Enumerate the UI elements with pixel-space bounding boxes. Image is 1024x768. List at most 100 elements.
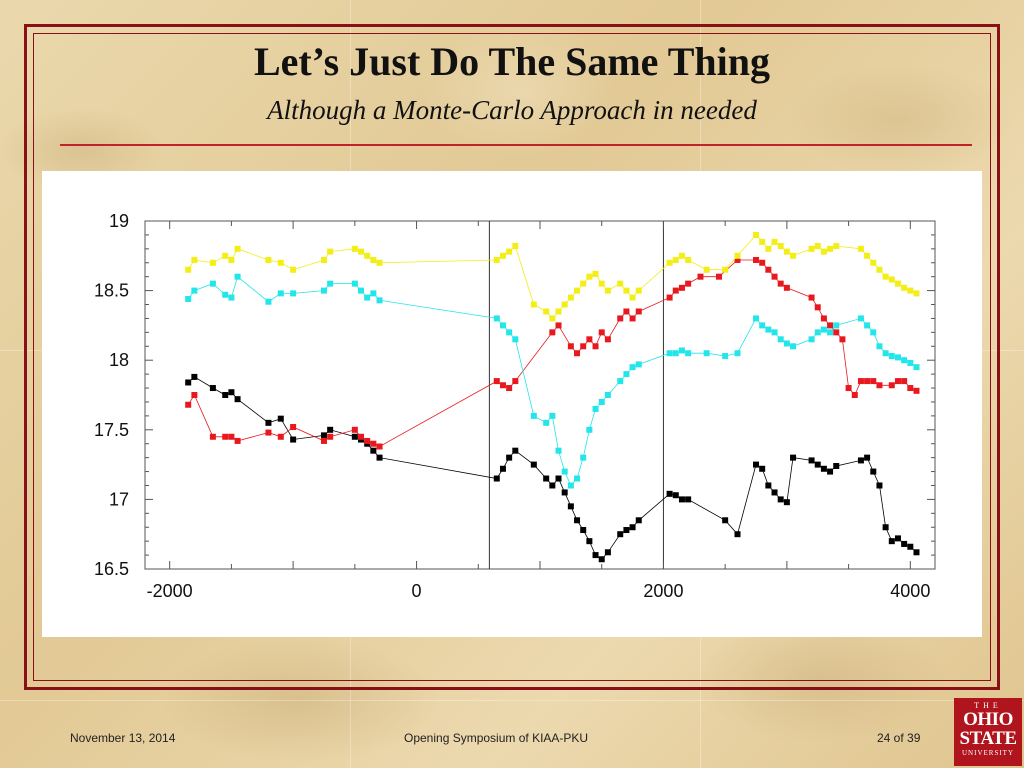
data-point [666, 350, 673, 357]
data-point [209, 385, 216, 392]
data-point [697, 273, 704, 280]
title-divider [60, 144, 972, 146]
data-point [290, 266, 297, 273]
data-point [512, 447, 519, 454]
light-curve-chart: -2000 0 2000 4000 16.5 17 17.5 18 18.5 19 [94, 211, 936, 601]
data-point [901, 284, 908, 291]
data-point [864, 454, 871, 461]
data-point [185, 401, 192, 408]
data-point [857, 245, 864, 252]
data-point [771, 273, 778, 280]
data-point [234, 396, 241, 403]
data-point [185, 295, 192, 302]
data-point [320, 256, 327, 263]
data-point [734, 256, 741, 263]
data-point [814, 304, 821, 311]
slide-subtitle: Although a Monte-Carlo Approach in neede… [267, 95, 757, 125]
data-point [888, 276, 895, 283]
data-point [783, 284, 790, 291]
data-point [604, 549, 611, 556]
data-point [506, 385, 513, 392]
data-point [759, 259, 766, 266]
data-point [499, 322, 506, 329]
data-point [617, 280, 624, 287]
data-point [574, 350, 581, 357]
data-point [765, 266, 772, 273]
y-tick-label: 17.5 [94, 420, 129, 440]
data-point [876, 382, 883, 389]
y-tick-label: 18 [109, 350, 129, 370]
data-point [586, 538, 593, 545]
data-point [635, 308, 642, 315]
data-point [759, 238, 766, 245]
logo-the: THE [974, 701, 1002, 710]
data-point [876, 266, 883, 273]
data-point [833, 462, 840, 469]
data-point [222, 291, 229, 298]
data-point [549, 412, 556, 419]
data-point [567, 482, 574, 489]
data-point [277, 259, 284, 266]
data-point [592, 405, 599, 412]
footer-date: November 13, 2014 [70, 731, 176, 745]
data-point [833, 243, 840, 250]
data-point [734, 252, 741, 259]
data-point [209, 259, 216, 266]
data-point [678, 252, 685, 259]
data-point [265, 419, 272, 426]
data-point [753, 461, 760, 468]
data-point [543, 419, 550, 426]
data-point [364, 437, 371, 444]
data-point [364, 294, 371, 301]
data-point [907, 359, 914, 366]
data-point [598, 556, 605, 563]
y-tick-label: 17 [109, 489, 129, 509]
data-point [870, 329, 877, 336]
data-point [586, 426, 593, 433]
data-point [888, 538, 895, 545]
data-point [351, 280, 358, 287]
data-point [228, 294, 235, 301]
x-tick-label: 4000 [890, 581, 930, 601]
footer-event: Opening Symposium of KIAA-PKU [404, 731, 589, 745]
data-point [876, 343, 883, 350]
data-point [222, 252, 229, 259]
background-tile-seam [0, 700, 1024, 701]
data-point [598, 398, 605, 405]
data-point [907, 287, 914, 294]
data-point [827, 468, 834, 475]
data-point [574, 517, 581, 524]
data-point [913, 290, 920, 297]
data-point [820, 465, 827, 472]
data-point [777, 280, 784, 287]
data-point [549, 482, 556, 489]
data-point [722, 266, 729, 273]
data-point [672, 287, 679, 294]
data-point [672, 350, 679, 357]
data-point [327, 248, 334, 255]
data-point [771, 238, 778, 245]
data-point [320, 432, 327, 439]
data-point [191, 256, 198, 263]
x-tick-label: 2000 [643, 581, 683, 601]
data-point [833, 329, 840, 336]
data-point [820, 248, 827, 255]
data-point [833, 322, 840, 329]
data-point [808, 294, 815, 301]
data-point [623, 527, 630, 534]
data-point [765, 245, 772, 252]
series-line-2 [187, 276, 917, 487]
data-point [894, 354, 901, 361]
chart-panel: -2000 0 2000 4000 16.5 17 17.5 18 18.5 19 [42, 171, 982, 637]
data-point [913, 364, 920, 371]
data-point [629, 524, 636, 531]
data-point [228, 256, 235, 263]
series-line-0 [187, 376, 917, 560]
data-point [506, 329, 513, 336]
data-point [894, 280, 901, 287]
data-point [561, 468, 568, 475]
data-point [753, 231, 760, 238]
data-point [376, 259, 383, 266]
footer-page-number: 24 of 39 [877, 731, 921, 745]
data-point [209, 280, 216, 287]
